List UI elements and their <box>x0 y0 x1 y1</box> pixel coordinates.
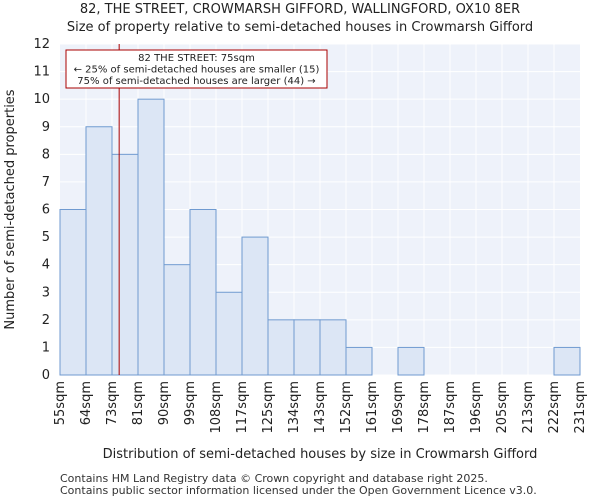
x-tick-label: 108sqm <box>209 381 224 434</box>
chart-subtitle: Size of property relative to semi-detach… <box>66 20 534 35</box>
y-tick-label: 5 <box>42 230 50 245</box>
y-axis-label: Number of semi-detached properties <box>3 89 18 329</box>
x-tick-label: 125sqm <box>261 381 276 434</box>
y-tick-label: 11 <box>33 65 50 80</box>
y-tick-label: 2 <box>42 313 50 328</box>
bar-90sqm <box>163 264 191 376</box>
annotation-line-2: ← 25% of semi-detached houses are smalle… <box>74 65 320 76</box>
x-tick-label: 231sqm <box>573 381 588 434</box>
y-tick-label: 1 <box>42 340 50 355</box>
annotation-line-1: 82 THE STREET: 75sqm <box>138 53 255 64</box>
bar-64sqm <box>85 126 113 376</box>
x-tick-label: 73sqm <box>105 381 120 425</box>
x-tick-label: 81sqm <box>131 381 146 425</box>
bar-73sqm <box>111 153 139 376</box>
bar-125sqm <box>267 319 295 376</box>
y-tick-label: 4 <box>42 258 50 273</box>
bar-55sqm <box>59 209 87 376</box>
x-tick-label: 152sqm <box>339 381 354 434</box>
bar-222sqm <box>553 346 581 376</box>
y-tick-label: 0 <box>42 368 50 383</box>
bar-143sqm <box>319 319 347 376</box>
x-tick-label: 55sqm <box>53 381 68 425</box>
annotation-box: 82 THE STREET: 75sqm ← 25% of semi-detac… <box>65 49 328 89</box>
x-tick-label: 90sqm <box>157 381 172 425</box>
chart-title: 82, THE STREET, CROWMARSH GIFFORD, WALLI… <box>79 2 521 17</box>
x-tick-label: 117sqm <box>235 381 250 434</box>
annotation-line-3: 75% of semi-detached houses are larger (… <box>77 76 315 87</box>
y-tick-label: 8 <box>42 147 50 162</box>
y-tick-label: 3 <box>42 285 50 300</box>
footer-line-1: Contains HM Land Registry data © Crown c… <box>60 472 488 485</box>
x-tick-label: 64sqm <box>79 381 94 425</box>
x-tick-label: 213sqm <box>521 381 536 434</box>
x-tick-label: 222sqm <box>547 381 562 434</box>
y-tick-label: 10 <box>33 92 50 107</box>
annotation-border <box>65 49 328 89</box>
x-tick-label: 169sqm <box>391 381 406 434</box>
x-axis-label: Distribution of semi-detached houses by … <box>103 447 538 462</box>
x-tick-label: 205sqm <box>495 381 510 434</box>
x-tick-label: 143sqm <box>313 381 328 434</box>
y-tick-label: 6 <box>42 203 50 218</box>
x-tick-label: 187sqm <box>443 381 458 434</box>
bar-152sqm <box>345 346 373 376</box>
bar-169sqm <box>397 346 425 376</box>
x-tick-label: 178sqm <box>417 381 432 434</box>
bar-117sqm <box>241 236 269 376</box>
x-tick-label: 161sqm <box>365 381 380 434</box>
footer-line-2: Contains public sector information licen… <box>60 484 537 497</box>
bar-134sqm <box>293 319 321 376</box>
bar-108sqm <box>215 291 243 376</box>
y-tick-label: 12 <box>33 37 50 52</box>
y-tick-label: 9 <box>42 120 50 135</box>
bar-99sqm <box>189 209 217 376</box>
y-tick-label: 7 <box>42 175 50 190</box>
bar-81sqm <box>137 98 165 376</box>
x-tick-label: 99sqm <box>183 381 198 425</box>
x-tick-label: 196sqm <box>469 381 484 434</box>
x-tick-label: 134sqm <box>287 381 302 434</box>
